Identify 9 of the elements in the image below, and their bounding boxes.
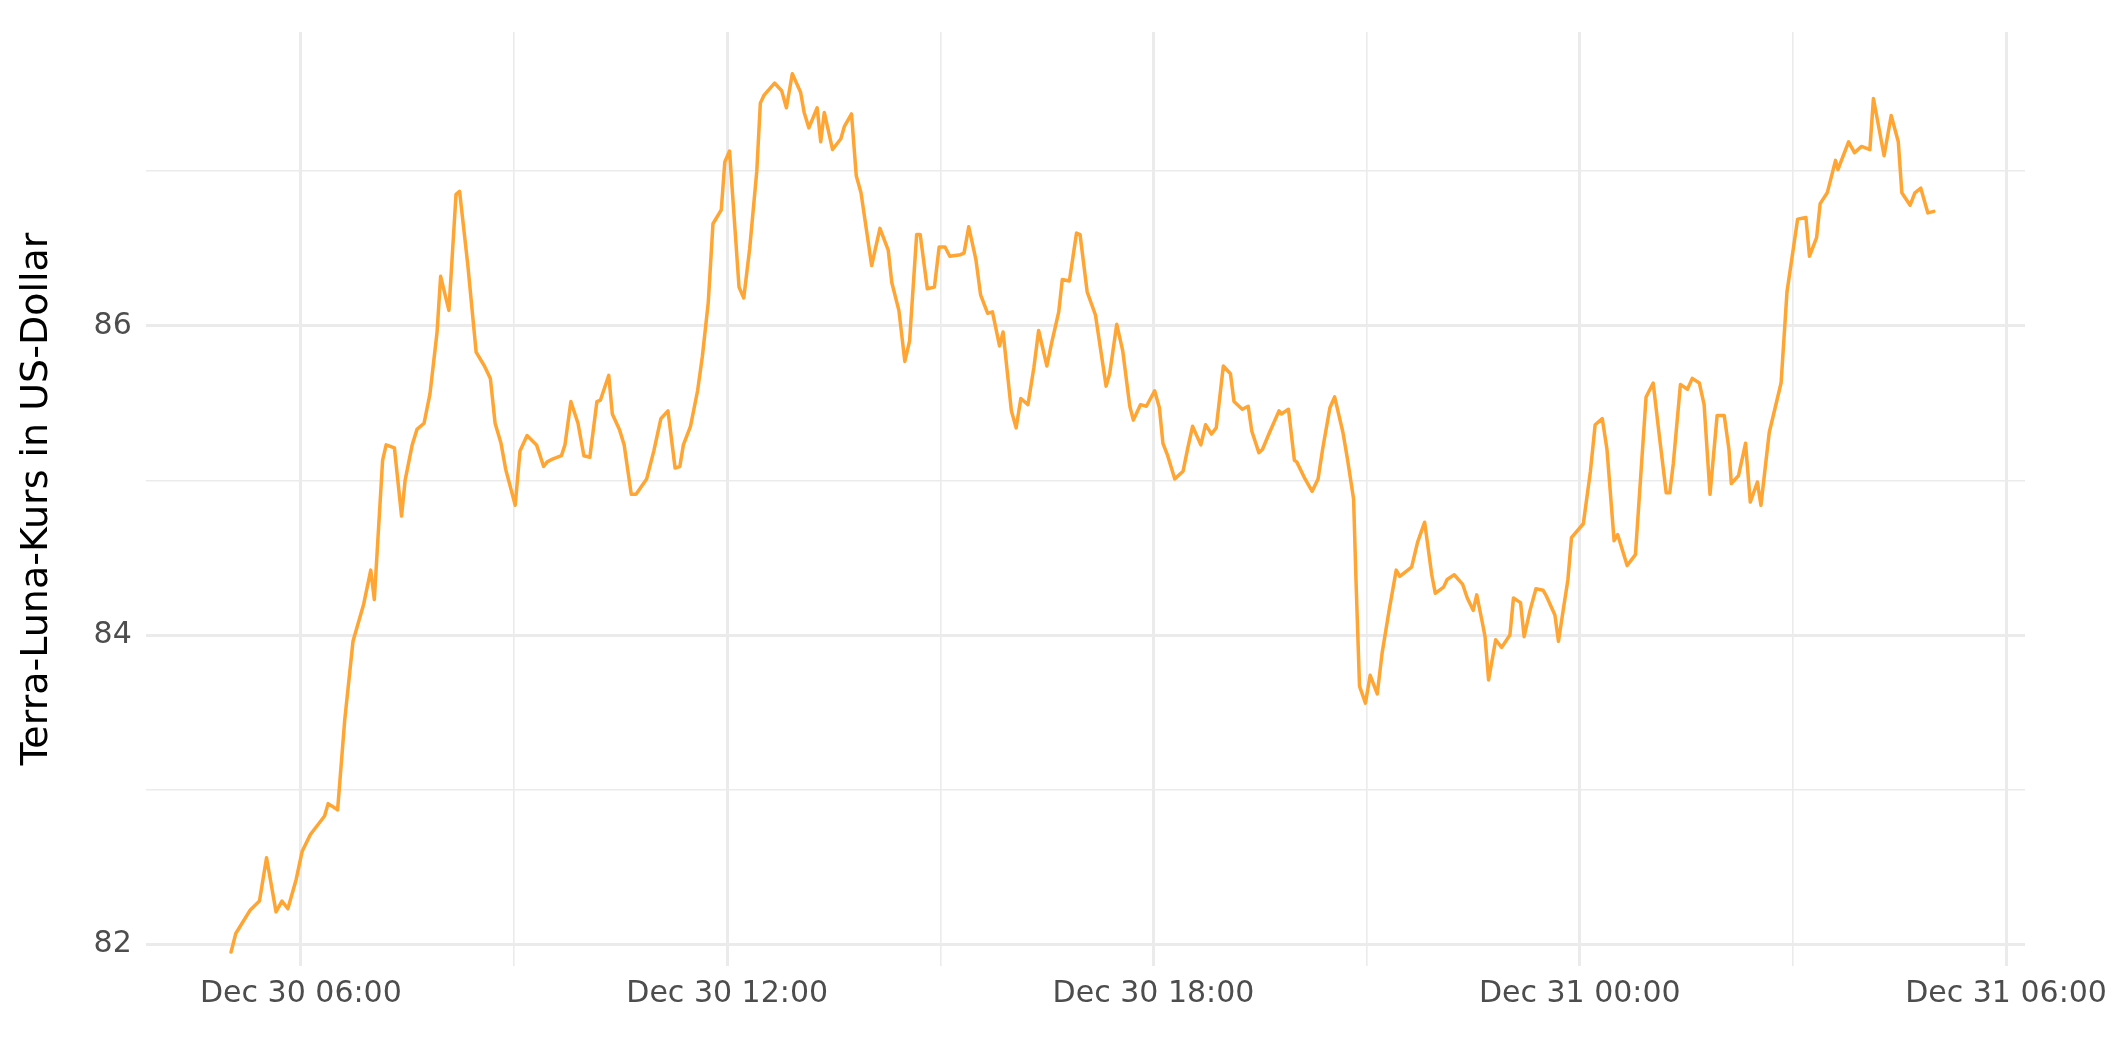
x-tick-label: Dec 30 06:00 — [200, 973, 402, 1009]
y-tick-label: 82 — [93, 924, 132, 960]
x-tick-label: Dec 30 12:00 — [626, 973, 829, 1009]
y-tick-label: 84 — [93, 614, 132, 650]
y-axis-title: Terra-Luna-Kurs in US-Dollar — [11, 232, 56, 767]
x-tick-label: Dec 31 06:00 — [1905, 973, 2107, 1009]
y-tick-label: 86 — [93, 305, 132, 341]
x-tick-label: Dec 31 00:00 — [1478, 973, 1681, 1009]
x-tick-label: Dec 30 18:00 — [1052, 973, 1255, 1009]
